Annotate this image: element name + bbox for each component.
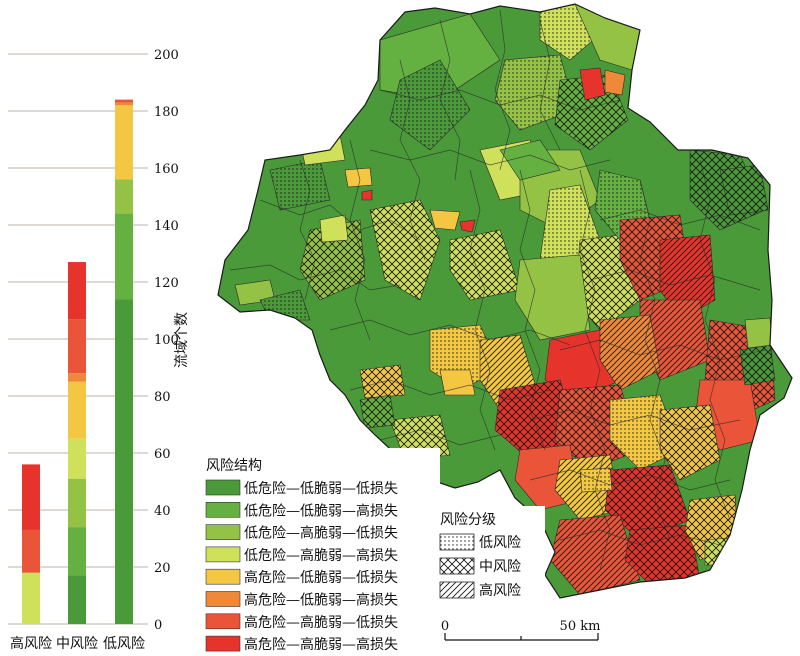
bar-segment bbox=[115, 102, 133, 106]
x-category-label: 高风险 bbox=[10, 635, 52, 652]
bar-segment bbox=[22, 464, 40, 530]
bar-segment bbox=[68, 478, 86, 528]
legend-swatch bbox=[205, 613, 241, 630]
bar-segment bbox=[68, 262, 86, 320]
bar-segment bbox=[22, 572, 40, 624]
y-tick-label: 180 bbox=[154, 105, 179, 120]
legend-swatch bbox=[205, 568, 241, 585]
basin-risk-pattern bbox=[660, 235, 715, 320]
legend-item-label: 高危险—低脆弱—低损失 bbox=[244, 569, 398, 586]
bar-segment bbox=[68, 381, 86, 439]
bar-chart: 0 20 40 60 80 100 120 140 160 180 200 高风险 中风险 低风险 流域… bbox=[8, 48, 190, 652]
bar-segment bbox=[68, 438, 86, 479]
y-tick-label: 20 bbox=[154, 561, 171, 576]
x-category-label: 中风险 bbox=[56, 636, 98, 652]
basin-region bbox=[344, 167, 373, 188]
legend-swatch bbox=[205, 501, 241, 518]
basin-risk-pattern bbox=[660, 405, 720, 480]
risk-swatch bbox=[439, 581, 475, 599]
scale-end-label: 50 km bbox=[560, 619, 601, 634]
basin-region bbox=[459, 219, 476, 233]
y-tick-label: 120 bbox=[154, 276, 179, 291]
legend-swatch bbox=[205, 524, 241, 540]
basin-region bbox=[429, 209, 461, 231]
bar-segment bbox=[115, 299, 133, 624]
legend-item-label: 高危险—低脆弱—高损失 bbox=[244, 592, 398, 609]
legend-swatch bbox=[205, 591, 241, 607]
basin-region bbox=[744, 317, 773, 349]
y-tick-label: 160 bbox=[154, 162, 179, 177]
legend-title: 风险结构 bbox=[206, 458, 262, 474]
bar-segment bbox=[68, 373, 86, 382]
legend-item-label: 高危险—高脆弱—高损失 bbox=[244, 636, 398, 653]
basin-risk-pattern bbox=[270, 160, 330, 210]
basin-region bbox=[514, 254, 591, 341]
bar-segment bbox=[68, 575, 86, 624]
bar-segment bbox=[68, 319, 86, 374]
x-category-label: 低风险 bbox=[103, 636, 145, 652]
basin-risk-pattern bbox=[720, 165, 768, 215]
basin-risk-pattern bbox=[495, 55, 575, 130]
y-tick-label: 140 bbox=[154, 219, 179, 234]
y-tick-label: 60 bbox=[154, 447, 171, 462]
bar-segment bbox=[22, 529, 40, 573]
legend-item-label: 低危险—高脆弱—高损失 bbox=[244, 547, 398, 564]
bar-segment bbox=[115, 99, 133, 103]
basin-risk-pattern bbox=[450, 230, 520, 300]
bar-segment bbox=[115, 179, 133, 214]
basin-risk-pattern bbox=[605, 465, 690, 540]
risk-swatch bbox=[439, 533, 475, 551]
basin-region bbox=[319, 214, 349, 243]
basin-risk-pattern bbox=[370, 200, 440, 300]
y-axis-label: 流域个数 bbox=[174, 312, 190, 368]
legend-item-label: 低危险—高脆弱—低损失 bbox=[244, 525, 398, 542]
scale-bar: 0 50 km bbox=[441, 619, 601, 641]
legend-swatch bbox=[205, 479, 241, 496]
basin-region bbox=[579, 67, 606, 101]
risk-swatch bbox=[439, 557, 475, 575]
legend-item-label: 低危险—低脆弱—高损失 bbox=[244, 502, 398, 519]
basin-risk-pattern bbox=[625, 525, 700, 585]
basin-risk-pattern bbox=[600, 315, 660, 390]
structure-legend: 风险结构 低危险—低脆弱—低损失低危险—低脆弱—高损失低危险—高脆弱—低损失低危… bbox=[200, 448, 440, 656]
scale-start-label: 0 bbox=[441, 619, 449, 634]
basin-risk-pattern bbox=[740, 345, 775, 385]
legend-item-label: 低危险—低脆弱—低损失 bbox=[244, 480, 398, 497]
risk-item-label: 高风险 bbox=[479, 582, 521, 599]
risk-item-label: 中风险 bbox=[479, 559, 521, 575]
y-tick-label: 80 bbox=[154, 390, 171, 405]
y-tick-label: 100 bbox=[154, 333, 179, 348]
risk-legend-title: 风险分级 bbox=[440, 512, 496, 528]
basin-region bbox=[361, 189, 373, 201]
legend-swatch bbox=[205, 635, 241, 652]
basin-risk-pattern bbox=[300, 220, 365, 300]
y-tick-label: 200 bbox=[154, 48, 179, 63]
basin-boundaries bbox=[229, 9, 766, 571]
risk-item-label: 低风险 bbox=[479, 535, 521, 551]
basin-risk-pattern bbox=[550, 515, 640, 595]
y-tick-label: 0 bbox=[154, 618, 162, 633]
bar-segment bbox=[115, 213, 133, 300]
basin-region bbox=[439, 369, 476, 396]
bar-segment bbox=[68, 527, 86, 576]
y-tick-label: 40 bbox=[154, 504, 171, 519]
basin-risk-pattern bbox=[390, 60, 470, 150]
basin-region bbox=[604, 69, 626, 96]
basin-region bbox=[499, 139, 561, 181]
legend-swatch bbox=[205, 546, 241, 563]
basin-risk-pattern bbox=[555, 75, 628, 150]
basin-risk-pattern bbox=[360, 395, 395, 428]
legend-item-label: 高危险—高脆弱—低损失 bbox=[244, 614, 398, 631]
bar-segment bbox=[115, 105, 133, 180]
basin-risk-pattern bbox=[360, 365, 405, 398]
